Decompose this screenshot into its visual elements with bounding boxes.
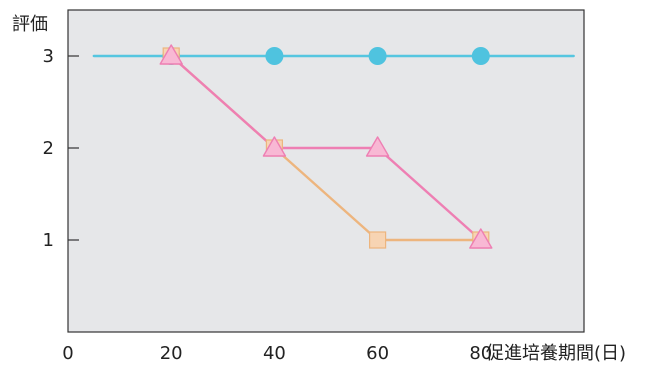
- x-tick-label: 0: [62, 343, 73, 364]
- x-axis-label: 促進培養期間(日): [486, 343, 626, 364]
- y-tick-label: 2: [43, 138, 54, 159]
- ticks-layer: 0 20 40 60 80 1 2 3: [43, 46, 493, 364]
- markers-layer: [159, 44, 493, 249]
- data-point-triangle: [159, 44, 183, 65]
- y-axis-label: 評価: [12, 14, 48, 35]
- data-point-square: [369, 231, 387, 249]
- y-tick-label: 1: [43, 230, 54, 251]
- y-tick-label: 3: [43, 46, 54, 67]
- x-tick-label: 20: [160, 343, 183, 364]
- plot-area: [67, 9, 585, 333]
- data-point-triangle: [262, 136, 287, 157]
- x-tick-label: 60: [366, 343, 389, 364]
- data-point-circle: [265, 47, 284, 65]
- x-tick-label: 40: [263, 343, 286, 364]
- data-point-triangle: [365, 136, 390, 157]
- x-tick-label: 80: [469, 343, 492, 364]
- data-point-triangle: [469, 228, 493, 249]
- data-point-circle: [471, 47, 490, 65]
- series-line-3: [169, 54, 482, 242]
- data-point-circle: [368, 47, 387, 65]
